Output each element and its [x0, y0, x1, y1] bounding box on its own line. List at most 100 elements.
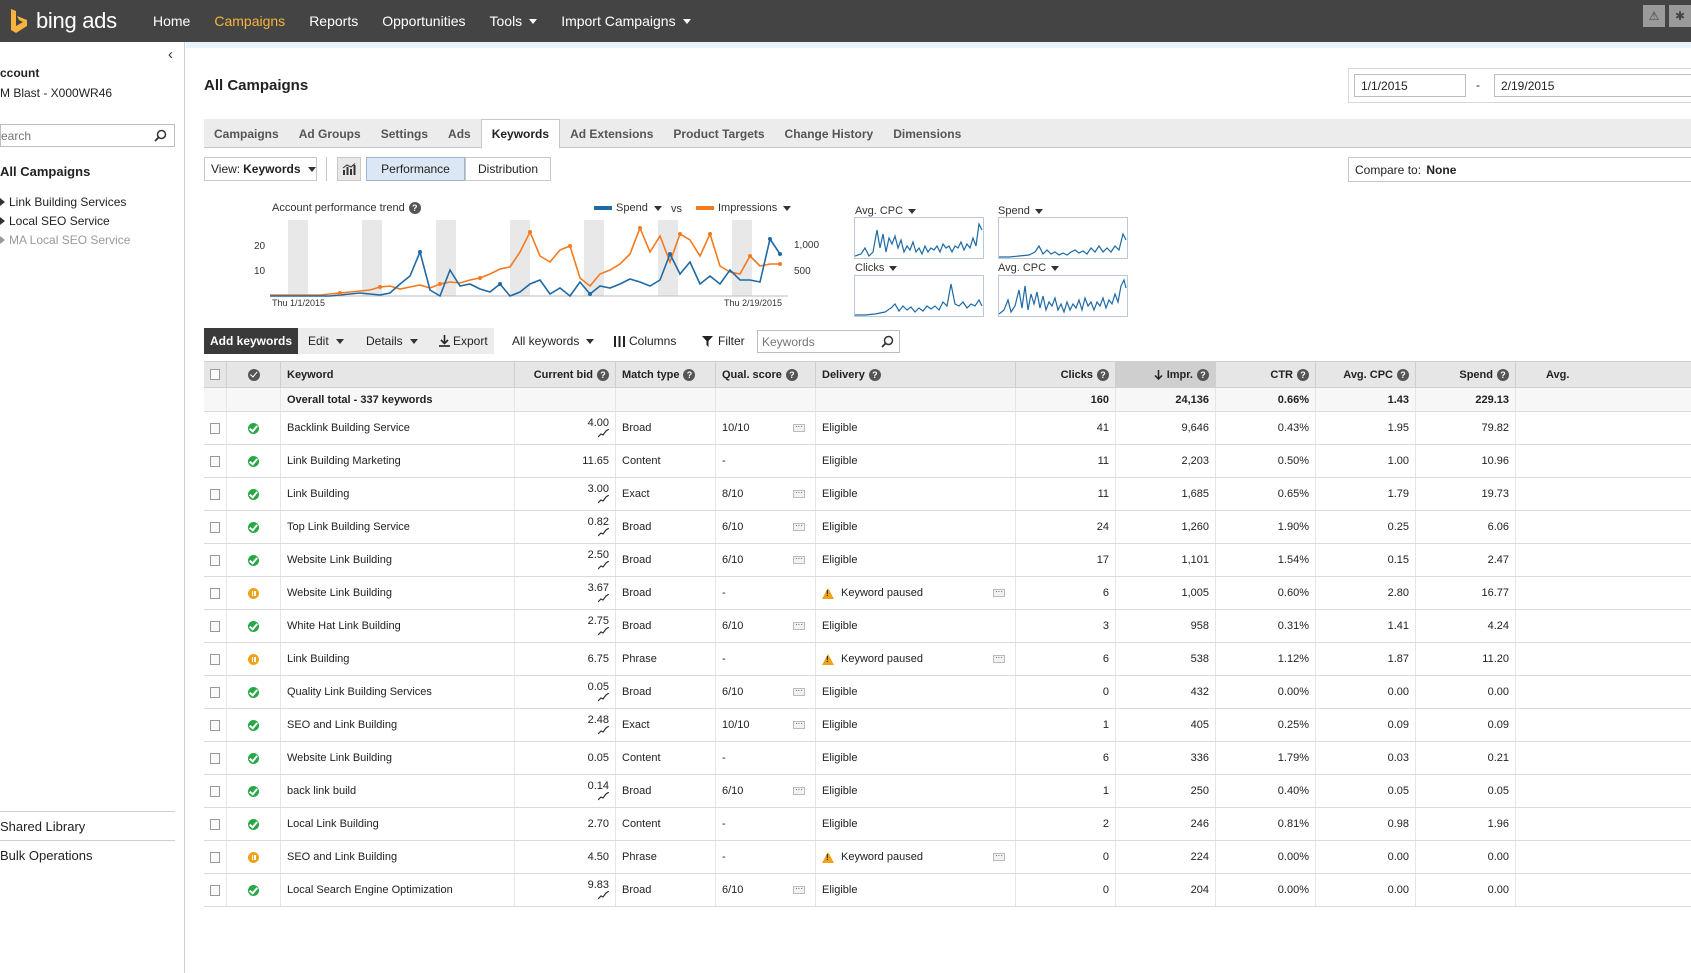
- bid-trend-icon[interactable]: [598, 627, 609, 636]
- row-checkbox[interactable]: [210, 620, 220, 632]
- bid-cell[interactable]: 3.00: [515, 478, 616, 510]
- row-checkbox[interactable]: [210, 488, 220, 500]
- row-checkbox[interactable]: [210, 752, 220, 764]
- date-from-field[interactable]: 1/1/2015: [1354, 74, 1466, 97]
- more-options-icon[interactable]: ···: [793, 884, 805, 894]
- campaign-item[interactable]: Local SEO Service: [0, 211, 130, 230]
- more-options-icon[interactable]: ···: [793, 719, 805, 729]
- avg-pos-header[interactable]: Avg.: [1516, 362, 1691, 387]
- row-checkbox[interactable]: [210, 719, 220, 731]
- bid-cell[interactable]: 2.50: [515, 544, 616, 576]
- row-checkbox[interactable]: [210, 785, 220, 797]
- bid-cell[interactable]: 4.50: [515, 841, 616, 873]
- campaign-item[interactable]: MA Local SEO Service: [0, 230, 130, 249]
- sidebar-search-input[interactable]: [1, 125, 151, 146]
- keyword-text[interactable]: Link Building: [287, 653, 350, 665]
- bid-trend-icon[interactable]: [598, 792, 609, 801]
- keyword-text[interactable]: SEO and Link Building: [287, 719, 398, 731]
- distribution-toggle[interactable]: Distribution: [465, 157, 551, 181]
- row-checkbox[interactable]: [210, 587, 220, 599]
- bid-trend-icon[interactable]: [598, 726, 609, 735]
- bid-cell[interactable]: 9.83: [515, 874, 616, 906]
- mini-chart-select[interactable]: Avg. CPC: [998, 262, 1060, 274]
- all-campaigns-link[interactable]: All Campaigns: [0, 164, 91, 179]
- paused-status-icon[interactable]: [248, 851, 259, 863]
- keyword-header[interactable]: Keyword: [281, 362, 515, 387]
- mini-chart[interactable]: [998, 275, 1128, 317]
- paused-status-icon[interactable]: [248, 653, 259, 665]
- active-status-icon[interactable]: [248, 422, 259, 434]
- bid-trend-icon[interactable]: [598, 561, 609, 570]
- mini-chart[interactable]: [854, 275, 984, 317]
- help-icon[interactable]: ?: [1197, 368, 1209, 381]
- help-icon[interactable]: ?: [785, 368, 798, 381]
- help-icon[interactable]: ?: [597, 368, 609, 381]
- keyword-text[interactable]: White Hat Link Building: [287, 620, 401, 632]
- help-icon[interactable]: ?: [1397, 368, 1409, 381]
- mini-chart[interactable]: [998, 217, 1128, 259]
- delivery-header[interactable]: Delivery?: [816, 362, 1016, 387]
- bid-cell[interactable]: 3.67: [515, 577, 616, 609]
- collapse-sidebar-icon[interactable]: ‹: [168, 46, 173, 63]
- bid-cell[interactable]: 0.14: [515, 775, 616, 807]
- active-status-icon[interactable]: [248, 785, 259, 797]
- nav-reports[interactable]: Reports: [309, 13, 358, 29]
- more-options-icon[interactable]: ···: [793, 521, 805, 531]
- edit-menu[interactable]: Edit: [308, 328, 344, 354]
- keyword-text[interactable]: back link build: [287, 785, 357, 797]
- keyword-text[interactable]: Link Building: [287, 488, 350, 500]
- mini-chart-select[interactable]: Spend: [998, 205, 1043, 217]
- row-checkbox[interactable]: [210, 851, 220, 863]
- row-checkbox[interactable]: [210, 521, 220, 533]
- nav-tools[interactable]: Tools: [490, 13, 538, 29]
- keyword-text[interactable]: Local Search Engine Optimization: [287, 884, 453, 896]
- add-keywords-button[interactable]: Add keywords: [204, 328, 298, 354]
- active-status-icon[interactable]: [248, 752, 259, 764]
- more-options-icon[interactable]: ···: [993, 653, 1005, 663]
- status-header-icon[interactable]: [247, 368, 260, 381]
- keyword-text[interactable]: Link Building Marketing: [287, 455, 401, 467]
- account-name[interactable]: M Blast - X000WR46: [0, 86, 113, 100]
- bid-trend-icon[interactable]: [598, 495, 609, 504]
- active-status-icon[interactable]: [248, 521, 259, 533]
- row-checkbox[interactable]: [210, 554, 220, 566]
- keyword-text[interactable]: Website Link Building: [287, 587, 392, 599]
- help-icon[interactable]: ?: [683, 368, 696, 381]
- active-status-icon[interactable]: [248, 719, 259, 731]
- view-select[interactable]: View: Keywords: [204, 157, 317, 181]
- keyword-text[interactable]: Local Link Building: [287, 818, 379, 830]
- help-icon[interactable]: ?: [1297, 368, 1309, 381]
- compare-to-select[interactable]: Compare to: None: [1348, 157, 1691, 182]
- bid-trend-icon[interactable]: [598, 594, 609, 603]
- bid-trend-icon[interactable]: [598, 528, 609, 537]
- avg-cpc-header[interactable]: Avg. CPC?: [1316, 362, 1416, 387]
- bing-ads-logo[interactable]: bing ads: [8, 6, 117, 36]
- more-options-icon[interactable]: ···: [993, 587, 1005, 597]
- bid-trend-icon[interactable]: [598, 429, 609, 438]
- tab-campaigns[interactable]: Campaigns: [214, 126, 279, 141]
- row-checkbox[interactable]: [210, 884, 220, 896]
- tab-ad-groups[interactable]: Ad Groups: [298, 126, 361, 141]
- campaign-item[interactable]: Link Building Services: [0, 192, 130, 211]
- filter-button[interactable]: Filter: [702, 328, 745, 354]
- mini-chart[interactable]: [854, 217, 984, 259]
- qual-score-header[interactable]: Qual. score?: [716, 362, 816, 387]
- help-icon[interactable]: ?: [1097, 368, 1109, 381]
- more-options-icon[interactable]: ···: [993, 851, 1005, 861]
- active-status-icon[interactable]: [248, 554, 259, 566]
- details-menu[interactable]: Details: [366, 328, 418, 354]
- active-status-icon[interactable]: [248, 818, 259, 830]
- paused-status-icon[interactable]: [248, 587, 259, 599]
- chart-toggle-button[interactable]: [337, 157, 361, 181]
- active-status-icon[interactable]: [248, 884, 259, 896]
- help-icon[interactable]: ?: [868, 368, 881, 381]
- bid-cell[interactable]: 0.05: [515, 742, 616, 774]
- tab-keywords[interactable]: Keywords: [480, 119, 561, 149]
- help-icon[interactable]: ?: [1497, 368, 1509, 381]
- bid-cell[interactable]: 0.05: [515, 676, 616, 708]
- bid-cell[interactable]: 6.75: [515, 643, 616, 675]
- export-button[interactable]: Export: [439, 328, 488, 354]
- tab-change-history[interactable]: Change History: [784, 126, 874, 141]
- active-status-icon[interactable]: [248, 620, 259, 632]
- tab-ads[interactable]: Ads: [448, 126, 471, 141]
